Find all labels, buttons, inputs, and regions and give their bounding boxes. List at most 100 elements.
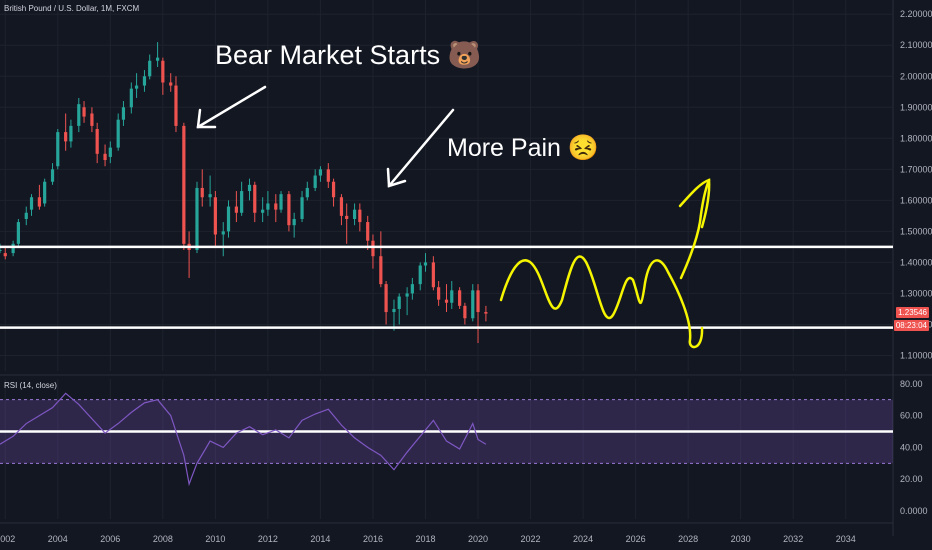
candle-body bbox=[213, 197, 217, 235]
candle-body bbox=[418, 265, 422, 285]
candle-body bbox=[450, 290, 454, 303]
x-tick-label: 2022 bbox=[521, 534, 541, 544]
y-tick-label: 1.90000 bbox=[900, 102, 932, 112]
candle-body bbox=[444, 299, 449, 303]
candle-body bbox=[221, 231, 225, 235]
candle-body bbox=[366, 222, 370, 241]
x-tick-label: 2034 bbox=[836, 534, 856, 544]
x-tick-label: 2028 bbox=[678, 534, 698, 544]
rsi-tick-label: 0.0000 bbox=[900, 506, 928, 516]
candle-body bbox=[43, 181, 47, 204]
candle-body bbox=[182, 125, 186, 244]
candle-body bbox=[274, 203, 278, 210]
candle-body bbox=[266, 203, 270, 210]
candle-body bbox=[358, 209, 362, 223]
candle-body bbox=[50, 169, 55, 182]
candle-body bbox=[195, 187, 199, 250]
rsi-title[interactable]: RSI (14, close) bbox=[4, 381, 57, 390]
countdown-tag: 08:23:04 bbox=[893, 320, 929, 331]
candle-body bbox=[56, 132, 60, 167]
candle-body bbox=[392, 308, 396, 313]
candle-body bbox=[292, 218, 296, 226]
rsi-y-axis: 0.0000 20.00 40.00 60.00 80.00 bbox=[900, 379, 928, 516]
x-tick-label: 2014 bbox=[310, 534, 330, 544]
forecast-breakout-head bbox=[678, 178, 711, 229]
x-tick-label: 2032 bbox=[783, 534, 803, 544]
candle-body bbox=[95, 129, 99, 154]
candle-body bbox=[458, 290, 462, 306]
candle-body bbox=[339, 197, 344, 216]
rsi-tick-label: 20.00 bbox=[900, 474, 923, 484]
rsi-tick-label: 60.00 bbox=[900, 411, 923, 421]
symbol-title[interactable]: British Pound / U.S. Dollar, 1M, FXCM bbox=[4, 4, 140, 13]
candle-body bbox=[313, 175, 317, 188]
forecast-drawing bbox=[499, 178, 711, 349]
forecast-wave bbox=[499, 255, 704, 349]
candle-body bbox=[82, 107, 86, 117]
bear-arrow-head bbox=[196, 108, 217, 129]
rsi-tick-label: 80.00 bbox=[900, 379, 923, 389]
price-grid bbox=[0, 0, 932, 536]
candle-body bbox=[326, 169, 330, 182]
x-tick-label: 2012 bbox=[258, 534, 278, 544]
candle-body bbox=[103, 153, 107, 161]
candle-body bbox=[121, 107, 126, 120]
candle-body bbox=[240, 191, 244, 213]
candle-body bbox=[331, 181, 336, 198]
annotation-arrows bbox=[196, 85, 455, 188]
candle-body bbox=[116, 119, 120, 148]
candle-body bbox=[371, 240, 375, 257]
candle-body bbox=[405, 293, 409, 297]
x-tick-label: 2016 bbox=[363, 534, 383, 544]
candle-body bbox=[142, 76, 147, 86]
candle-body bbox=[129, 88, 133, 108]
candle-body bbox=[24, 212, 28, 219]
x-tick-label: 2030 bbox=[731, 534, 751, 544]
y-tick-label: 1.80000 bbox=[900, 133, 932, 143]
candle-body bbox=[279, 194, 283, 210]
x-tick-label: 2026 bbox=[626, 534, 646, 544]
y-tick-label: 2.10000 bbox=[900, 40, 932, 50]
bear-arrow-shaft bbox=[196, 85, 267, 129]
candle-body bbox=[234, 206, 238, 213]
candle-body bbox=[64, 132, 68, 142]
candle-body bbox=[148, 60, 152, 77]
candle-body bbox=[431, 262, 435, 288]
candle-body bbox=[384, 284, 388, 313]
candles bbox=[0, 42, 488, 344]
x-tick-label: 2020 bbox=[468, 534, 488, 544]
candle-body bbox=[253, 184, 257, 213]
forecast-breakout bbox=[679, 178, 711, 280]
candle-body bbox=[471, 290, 475, 319]
candle-body bbox=[169, 82, 173, 86]
y-tick-label: 1.40000 bbox=[900, 257, 932, 267]
candle-body bbox=[463, 305, 467, 319]
candle-body bbox=[247, 184, 252, 192]
pain-arrow-shaft bbox=[387, 108, 455, 188]
candle-body bbox=[300, 197, 304, 219]
candle-body bbox=[397, 296, 401, 309]
candle-body bbox=[29, 197, 34, 210]
candle-body bbox=[200, 187, 204, 198]
x-tick-label: 2002 bbox=[0, 534, 15, 544]
level-lines bbox=[0, 245, 893, 329]
candle-body bbox=[226, 206, 231, 232]
candle-body bbox=[208, 194, 212, 198]
y-tick-label: 2.00000 bbox=[900, 71, 932, 81]
x-tick-label: 2008 bbox=[153, 534, 173, 544]
candle-body bbox=[16, 222, 20, 244]
y-tick-label: 1.30000 bbox=[900, 288, 932, 298]
y-tick-label: 2.20000 bbox=[900, 9, 932, 19]
candle-body bbox=[261, 209, 265, 213]
candle-body bbox=[484, 312, 488, 314]
x-tick-label: 2004 bbox=[48, 534, 68, 544]
candle-body bbox=[318, 169, 323, 176]
rsi-grid bbox=[4, 379, 847, 519]
candle-body bbox=[437, 287, 441, 300]
candle-body bbox=[90, 113, 94, 126]
candle-body bbox=[305, 187, 309, 198]
candle-body bbox=[410, 284, 414, 294]
candle-body bbox=[379, 256, 383, 285]
x-tick-label: 2024 bbox=[573, 534, 593, 544]
candle-body bbox=[161, 60, 165, 83]
